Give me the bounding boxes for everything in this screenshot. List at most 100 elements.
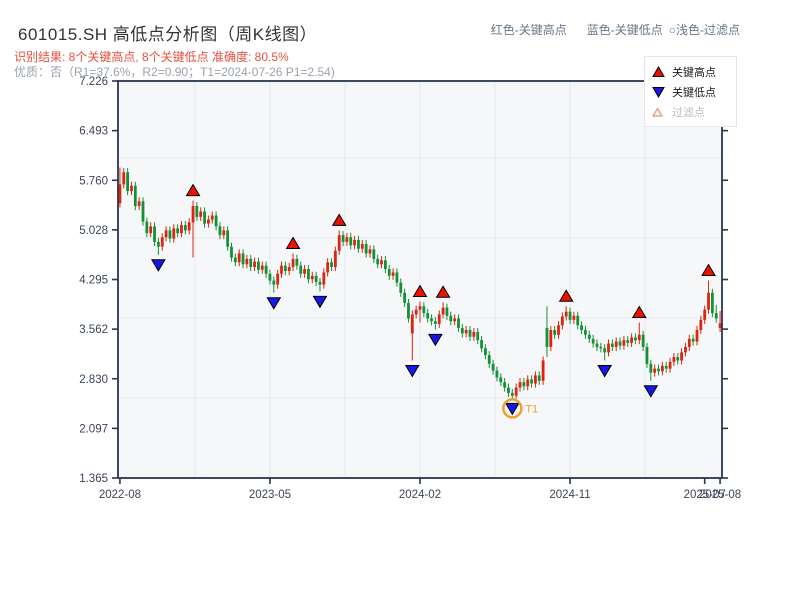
key-high-marker: [631, 305, 647, 319]
candle-body: [472, 332, 476, 337]
candle-body: [314, 275, 318, 282]
y-tick-label: 4.295: [79, 275, 108, 287]
candle-body: [118, 184, 122, 204]
candle-body: [480, 340, 483, 349]
candle-body: [207, 219, 210, 224]
candle-body: [449, 315, 453, 322]
candle-body: [699, 319, 703, 330]
candle-body: [507, 387, 510, 393]
candle-body: [703, 309, 707, 320]
candle-body: [687, 338, 691, 347]
candle-body: [464, 329, 468, 334]
candle-body: [426, 313, 430, 319]
candle-body: [668, 361, 672, 369]
candle-body: [391, 272, 395, 276]
candle-body: [557, 325, 560, 335]
candle-body: [149, 226, 153, 234]
y-tick-label: 5.760: [79, 175, 108, 187]
candle-body: [576, 315, 580, 326]
key-high-marker: [558, 289, 574, 302]
candle-body: [695, 329, 699, 342]
key-low-marker: [312, 295, 328, 309]
candle-body: [684, 346, 687, 353]
candle-body: [337, 235, 341, 251]
candle-body: [276, 273, 280, 285]
x-tick-label: 2023-05: [249, 489, 291, 501]
candle-body: [372, 249, 376, 259]
candle-body: [672, 357, 676, 362]
candle-body: [414, 309, 418, 315]
candle-body: [364, 243, 368, 254]
candle-body: [526, 379, 530, 387]
candle-body: [141, 201, 145, 222]
candle-body: [422, 306, 426, 314]
candle-body: [530, 379, 533, 384]
candle-body: [495, 370, 499, 378]
x-tick-label: 2025-07: [684, 489, 726, 501]
candle-body: [237, 253, 241, 263]
candle-body: [572, 315, 576, 320]
candle-body: [230, 246, 233, 258]
candle-body: [510, 392, 514, 396]
candle-body: [503, 382, 507, 388]
legend-filter-label: 过滤点: [672, 107, 705, 119]
candle-body: [245, 258, 249, 265]
candle-body: [133, 185, 137, 207]
candle-body: [222, 230, 226, 236]
candle-body: [333, 250, 337, 268]
candle-body: [272, 280, 276, 285]
candle-body: [383, 260, 387, 270]
candle-body: [676, 357, 680, 361]
candle-body: [310, 275, 314, 280]
candle-body: [249, 258, 253, 268]
candle-body: [595, 343, 599, 347]
candle-body: [637, 334, 641, 341]
filter-triangle-icon: [652, 107, 663, 116]
candle-body: [380, 260, 383, 265]
key-high-marker: [185, 183, 201, 197]
candle-body: [407, 302, 410, 319]
candle-body: [253, 261, 256, 268]
candle-body: [430, 318, 433, 322]
candle-body: [664, 365, 668, 369]
key-high-marker: [701, 263, 716, 277]
candle-body: [226, 230, 230, 247]
candle-body: [156, 241, 160, 247]
candle-body: [160, 237, 164, 247]
candle-body: [707, 292, 710, 310]
candle-body: [607, 343, 610, 353]
candle-body: [549, 329, 553, 347]
legend-key-high-label: 关键高点: [672, 67, 716, 79]
candle-body: [680, 352, 684, 361]
header-legend: 红色-关键高点 蓝色-关键低点 ○浅色-过滤点: [491, 21, 740, 38]
candle-body: [499, 377, 503, 383]
key-low-marker: [266, 297, 282, 310]
recognition-summary: 识别结果: 8个关键高点, 8个关键低点 准确度: 80.5%: [14, 50, 289, 64]
candle-body: [445, 307, 449, 316]
candle-body: [591, 338, 595, 344]
candle-body: [345, 237, 349, 242]
candle-body: [457, 318, 460, 328]
candle-body: [137, 201, 141, 207]
candle-body: [180, 225, 183, 234]
candle-body: [330, 262, 333, 268]
candle-body: [641, 334, 645, 347]
x-tick-label: 2022-08: [99, 489, 141, 501]
candle-body: [618, 341, 622, 346]
y-tick-label: 3.562: [79, 324, 108, 336]
candle-body: [437, 314, 441, 324]
y-tick-label: 1.365: [79, 473, 108, 485]
candle-body: [626, 340, 630, 343]
candle-body: [376, 258, 380, 265]
candle-body: [218, 226, 222, 236]
candle-body: [660, 365, 664, 372]
candle-body: [710, 292, 714, 314]
candle-body: [233, 257, 237, 263]
candle-body: [341, 235, 345, 242]
page-title: 601015.SH 高低点分析图（周K线图）: [18, 25, 318, 44]
candle-body: [287, 267, 291, 272]
candle-body: [599, 346, 603, 349]
candle-body: [560, 316, 564, 326]
